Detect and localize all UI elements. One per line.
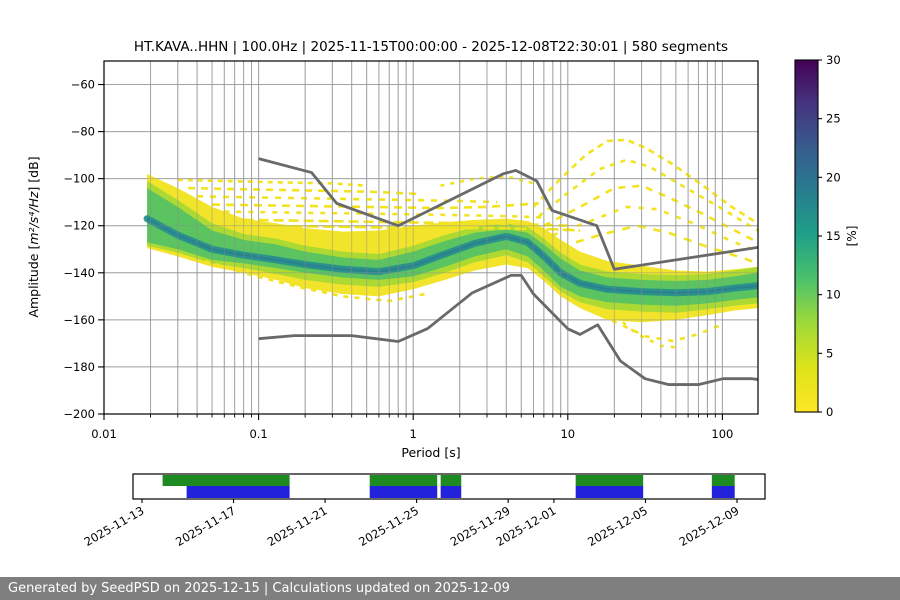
event-psd-trace	[552, 205, 758, 253]
y-axis-ticks: −200 −180 −160 −140 −120 −100 −80 −60	[63, 78, 104, 421]
timeline-date-labels: 2025-11-13 2025-11-17 2025-11-21 2025-11-25…	[82, 503, 742, 549]
y-tick-label: −140	[63, 266, 95, 280]
event-psd-trace	[589, 309, 723, 343]
colorbar-tick-label: 10	[826, 288, 841, 302]
x-tick-label: 10	[560, 427, 575, 441]
footer-text: Generated by SeedPSD on 2025-12-15 | Cal…	[8, 581, 510, 596]
y-tick-label: −160	[63, 313, 95, 327]
event-psd-trace	[177, 178, 367, 188]
timeline-blue-segment	[440, 486, 462, 498]
x-axis-label: Period [s]	[401, 445, 460, 460]
event-psd-trace	[440, 175, 534, 187]
chart-title: HT.KAVA..HHN | 100.0Hz | 2025-11-15T00:0…	[134, 39, 728, 55]
nlnm-line	[258, 273, 758, 386]
y-tick-label: −60	[71, 78, 95, 92]
timeline-blue-segment	[369, 486, 438, 498]
colorbar-tick-label: 5	[826, 346, 833, 360]
peterson-noise-model-lines	[258, 157, 758, 386]
y-tick-label: −180	[63, 360, 95, 374]
timeline-green-segment	[440, 475, 462, 486]
x-tick-label: 100	[711, 427, 733, 441]
colorbar-tick-label: 20	[826, 170, 841, 184]
timeline-green-segment	[369, 475, 438, 486]
colorbar-label: [%]	[845, 226, 859, 247]
availability-timeline: 2025-11-13 2025-11-17 2025-11-21 2025-11-25…	[82, 473, 766, 549]
event-psd-trace	[613, 314, 683, 350]
event-psd-trace	[224, 210, 544, 219]
timeline-segments	[162, 475, 735, 498]
timeline-blue-segment	[575, 486, 644, 498]
timeline-green-segment	[575, 475, 644, 486]
x-tick-label: 0.1	[249, 427, 267, 441]
main-plot: 0.01 0.1 1 10 100 −200 −180 −160 −140 −120 −100 −8…	[26, 60, 759, 460]
x-tick-label: 1	[410, 427, 417, 441]
event-psd-trace	[532, 138, 758, 225]
timeline-green-segment	[711, 475, 735, 486]
footer-bar: Generated by SeedPSD on 2025-12-15 | Cal…	[0, 577, 900, 600]
density-mode-core	[146, 217, 758, 295]
timeline-date-label: 2025-12-05	[585, 503, 650, 549]
plot-frame	[103, 60, 759, 415]
x-tick-label: 0.01	[91, 427, 117, 441]
timeline-blue-segment	[186, 486, 290, 498]
timeline-date-label: 2025-11-21	[265, 503, 330, 549]
ppsd-chart: HT.KAVA..HHN | 100.0Hz | 2025-11-15T00:0…	[26, 39, 859, 549]
event-psd-trace	[258, 224, 581, 232]
event-psd-trace	[543, 184, 758, 244]
timeline-blue-segment	[711, 486, 735, 498]
grid-lines-overlay	[104, 61, 758, 414]
timeline-date-label: 2025-12-09	[677, 503, 742, 549]
timeline-date-label: 2025-11-13	[82, 503, 147, 549]
x-axis-ticks: 0.01 0.1 1 10 100	[91, 414, 733, 441]
timeline-frame	[132, 473, 766, 500]
timeline-green-segment	[162, 475, 290, 486]
colorbar-ticks: 0 5 10 15 20 25 30	[818, 53, 841, 419]
event-psd-trace	[188, 186, 420, 196]
colorbar-tick-label: 15	[826, 229, 841, 243]
colorbar: 0 5 10 15 20 25 30 [%]	[794, 53, 859, 419]
y-tick-label: −100	[63, 172, 95, 186]
y-tick-label: −120	[63, 219, 95, 233]
density-band-high	[147, 188, 758, 306]
y-tick-label: −80	[71, 125, 95, 139]
colorbar-tick-label: 0	[826, 405, 833, 419]
y-axis-label: Amplitude [m²/s⁴/Hz] [dB]	[26, 156, 41, 317]
timeline-date-label: 2025-11-17	[173, 503, 238, 549]
colorbar-tick-label: 25	[826, 112, 841, 126]
timeline-date-label: 2025-11-25	[356, 503, 421, 549]
event-psd-trace	[212, 202, 539, 210]
nhnm-line	[258, 157, 758, 271]
timeline-ticks	[141, 499, 738, 503]
ppsd-histogram	[143, 138, 758, 350]
event-psd-trace	[243, 218, 568, 228]
event-psd-trace	[560, 224, 758, 265]
event-psd-trace	[538, 158, 758, 232]
colorbar-tick-label: 30	[826, 53, 841, 67]
colorbar-gradient	[794, 59, 819, 413]
y-tick-label: −200	[63, 407, 95, 421]
